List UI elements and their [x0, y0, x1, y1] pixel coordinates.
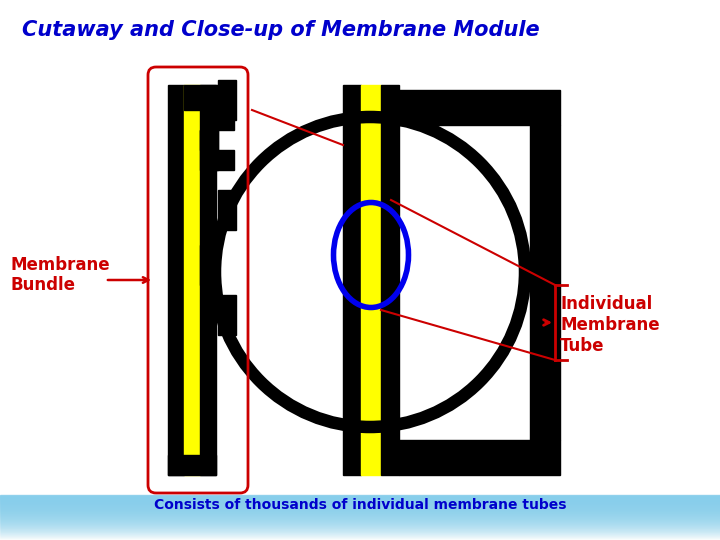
Bar	[200, 245, 218, 285]
Bar	[0, 517, 720, 518]
Bar	[0, 520, 720, 521]
Bar	[0, 502, 720, 503]
Text: Membrane
Bundle: Membrane Bundle	[10, 255, 109, 294]
Text: Consists of thousands of individual membrane tubes: Consists of thousands of individual memb…	[154, 498, 566, 512]
Bar	[0, 536, 720, 537]
Bar	[399, 440, 560, 475]
Bar	[216, 110, 234, 130]
Bar	[0, 518, 720, 519]
Bar	[0, 495, 720, 496]
Bar	[0, 532, 720, 533]
Bar	[0, 528, 720, 529]
Bar	[0, 514, 720, 515]
Bar	[343, 85, 361, 475]
Bar	[0, 501, 720, 502]
Bar	[0, 523, 720, 524]
Bar	[0, 503, 720, 504]
Bar	[0, 525, 720, 526]
Bar	[0, 538, 720, 539]
Bar	[0, 515, 720, 516]
Bar	[218, 190, 236, 230]
Bar	[0, 506, 720, 507]
Bar	[168, 455, 216, 475]
Bar	[0, 526, 720, 527]
Bar	[0, 499, 720, 500]
Bar	[0, 508, 720, 509]
Bar	[0, 507, 720, 508]
Bar	[218, 295, 236, 335]
Bar	[0, 504, 720, 505]
Bar	[0, 535, 720, 536]
Bar	[200, 85, 216, 475]
Bar	[184, 85, 200, 475]
Bar	[0, 522, 720, 523]
Bar	[0, 511, 720, 512]
Bar	[0, 539, 720, 540]
Bar	[200, 130, 218, 150]
Bar	[0, 496, 720, 497]
Bar	[0, 500, 720, 501]
Bar	[0, 524, 720, 525]
Bar	[0, 513, 720, 514]
Bar	[0, 534, 720, 535]
Bar	[0, 527, 720, 528]
Bar	[168, 85, 184, 475]
Bar	[200, 130, 218, 170]
Bar	[0, 519, 720, 520]
Bar	[0, 510, 720, 511]
Bar	[0, 497, 720, 498]
Bar	[361, 85, 381, 475]
Bar	[0, 512, 720, 513]
Bar	[0, 516, 720, 517]
Bar	[184, 85, 234, 110]
Bar	[530, 125, 560, 440]
Bar	[381, 85, 399, 475]
Text: Cutaway and Close-up of Membrane Module: Cutaway and Close-up of Membrane Module	[22, 20, 539, 40]
Bar	[0, 509, 720, 510]
Bar	[0, 521, 720, 522]
Bar	[0, 537, 720, 538]
Bar	[218, 80, 236, 120]
Bar	[399, 90, 560, 125]
Bar	[0, 529, 720, 530]
Bar	[0, 505, 720, 506]
Bar	[0, 530, 720, 531]
Bar	[0, 498, 720, 499]
Bar	[0, 531, 720, 532]
Text: Individual
Membrane
Tube: Individual Membrane Tube	[560, 295, 660, 355]
Bar	[0, 533, 720, 534]
Bar	[216, 150, 234, 170]
